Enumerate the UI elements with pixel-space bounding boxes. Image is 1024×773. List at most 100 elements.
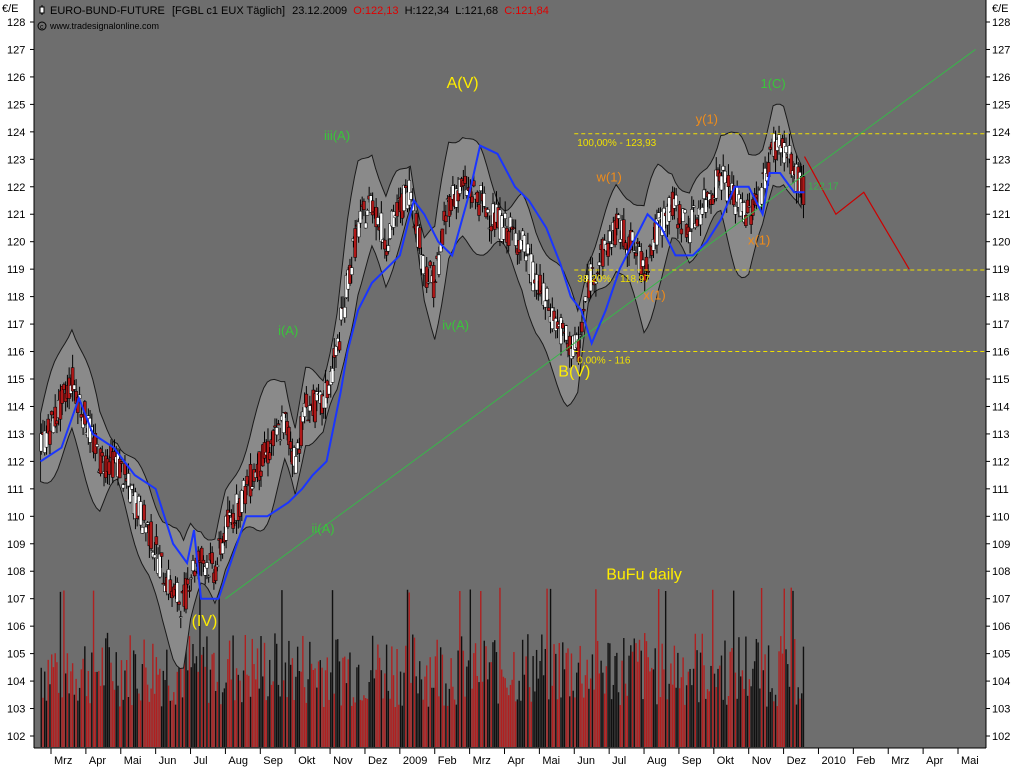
y-tick-label-right: 123 bbox=[992, 154, 1010, 166]
candle-body bbox=[583, 296, 588, 302]
candle-body bbox=[145, 522, 150, 525]
y-tick-label-left: 124 bbox=[7, 127, 25, 139]
y-tick-label-left: 105 bbox=[7, 649, 25, 661]
wave-label: x(1) bbox=[748, 232, 770, 247]
x-tick-label: Mrz bbox=[891, 755, 909, 767]
candle-body bbox=[274, 427, 279, 436]
candle-body bbox=[70, 367, 75, 392]
candle-body bbox=[534, 274, 539, 291]
y-tick-label-right: 109 bbox=[992, 539, 1010, 551]
candle-body bbox=[426, 281, 431, 284]
candle-body bbox=[152, 554, 157, 558]
candle-body bbox=[119, 461, 124, 464]
candle-body bbox=[421, 255, 425, 275]
candle-body bbox=[700, 207, 705, 215]
candle-body bbox=[213, 565, 218, 581]
candle-body bbox=[240, 490, 244, 513]
candle-body bbox=[723, 170, 727, 184]
candle-body bbox=[48, 430, 52, 445]
candle-body bbox=[677, 204, 682, 225]
candle-body bbox=[524, 255, 528, 261]
candle-body bbox=[580, 321, 584, 333]
candle-body bbox=[444, 215, 448, 222]
candle-body bbox=[559, 317, 563, 345]
candle-body bbox=[726, 175, 731, 187]
y-tick-label-right: 120 bbox=[992, 237, 1010, 249]
candle-body bbox=[688, 231, 692, 243]
candle-body bbox=[691, 205, 696, 208]
candle-body bbox=[656, 212, 661, 221]
candle-body bbox=[349, 267, 354, 275]
candle-body bbox=[386, 245, 391, 252]
y-tick-label-left: 113 bbox=[7, 429, 25, 441]
svg-text:c: c bbox=[40, 24, 44, 31]
candle-body bbox=[608, 230, 612, 242]
candle-body bbox=[513, 232, 518, 246]
candle-body bbox=[547, 307, 551, 311]
candle-body bbox=[749, 215, 753, 225]
x-tick-label: Jul bbox=[194, 755, 208, 767]
candle-body bbox=[601, 238, 605, 267]
y-tick-label-right: 113 bbox=[992, 429, 1010, 441]
candlesticks bbox=[39, 125, 806, 629]
candle-body bbox=[383, 239, 387, 250]
candle-body bbox=[597, 261, 602, 266]
candle-body bbox=[55, 420, 59, 425]
candle-body bbox=[185, 579, 190, 585]
candle-body bbox=[503, 213, 507, 219]
candle-body bbox=[308, 405, 312, 412]
y-tick-label-right: 117 bbox=[992, 319, 1010, 331]
candle-body bbox=[409, 192, 413, 200]
x-tick-label: Mai bbox=[542, 755, 560, 767]
candle-body bbox=[679, 228, 684, 235]
x-tick-label: Apr bbox=[508, 755, 525, 767]
candle-body bbox=[191, 560, 195, 572]
candle-body bbox=[356, 221, 361, 238]
wave-label: iv(A) bbox=[442, 318, 469, 333]
candle-body bbox=[334, 346, 338, 356]
candle-body bbox=[424, 266, 429, 288]
candle-body bbox=[477, 204, 481, 216]
candle-body bbox=[609, 243, 614, 248]
y-tick-label-right: 122 bbox=[992, 182, 1010, 194]
x-tick-label: Apr bbox=[926, 755, 943, 767]
y-tick-label-left: 110 bbox=[7, 511, 25, 523]
candle-body bbox=[138, 501, 143, 526]
candle-body bbox=[267, 452, 272, 460]
indicator-lines: 100,00% - 123,93 38,20% - 118,97 0,00% - 1… bbox=[39, 49, 986, 600]
y-tick-label-right: 118 bbox=[992, 292, 1010, 304]
candle-body bbox=[543, 300, 548, 308]
candle-body bbox=[674, 194, 678, 206]
wave-label: (IV) bbox=[192, 613, 218, 630]
y-tick-label-right: 126 bbox=[992, 72, 1010, 84]
y-tick-label-left: 107 bbox=[7, 594, 25, 606]
x-tick-label: Sep bbox=[263, 755, 283, 767]
candle-body bbox=[721, 165, 725, 171]
candle-body bbox=[519, 239, 523, 251]
candle-body bbox=[711, 194, 715, 205]
x-tick-label: Dez bbox=[368, 755, 388, 767]
candle-body bbox=[243, 485, 248, 505]
candle-body bbox=[144, 526, 148, 533]
candle-body bbox=[231, 513, 235, 529]
candle-body bbox=[733, 206, 738, 215]
candle-body bbox=[227, 512, 232, 516]
candle-body bbox=[271, 430, 275, 447]
copyright-icon: c bbox=[37, 21, 47, 31]
source-url: www.tradesignalonline.com bbox=[49, 21, 159, 31]
x-tick-label: Jun bbox=[159, 755, 177, 767]
y-tick-label-right: 112 bbox=[992, 456, 1010, 468]
candle-body bbox=[395, 202, 399, 217]
y-tick-label-right: 104 bbox=[992, 676, 1010, 688]
candle-body bbox=[53, 406, 57, 427]
candle-body bbox=[259, 470, 263, 477]
wave-label: w(1) bbox=[596, 169, 622, 184]
candle-body bbox=[681, 208, 685, 222]
candle-body bbox=[95, 444, 99, 447]
y-tick-label-left: 122 bbox=[7, 182, 25, 194]
plot-panel[interactable] bbox=[34, 0, 986, 748]
candle-body bbox=[192, 571, 197, 577]
volume-bars bbox=[40, 587, 805, 747]
chart-header: EURO-BUND-FUTURE [FGBL c1 EUX Täglich] 2… bbox=[37, 5, 549, 31]
